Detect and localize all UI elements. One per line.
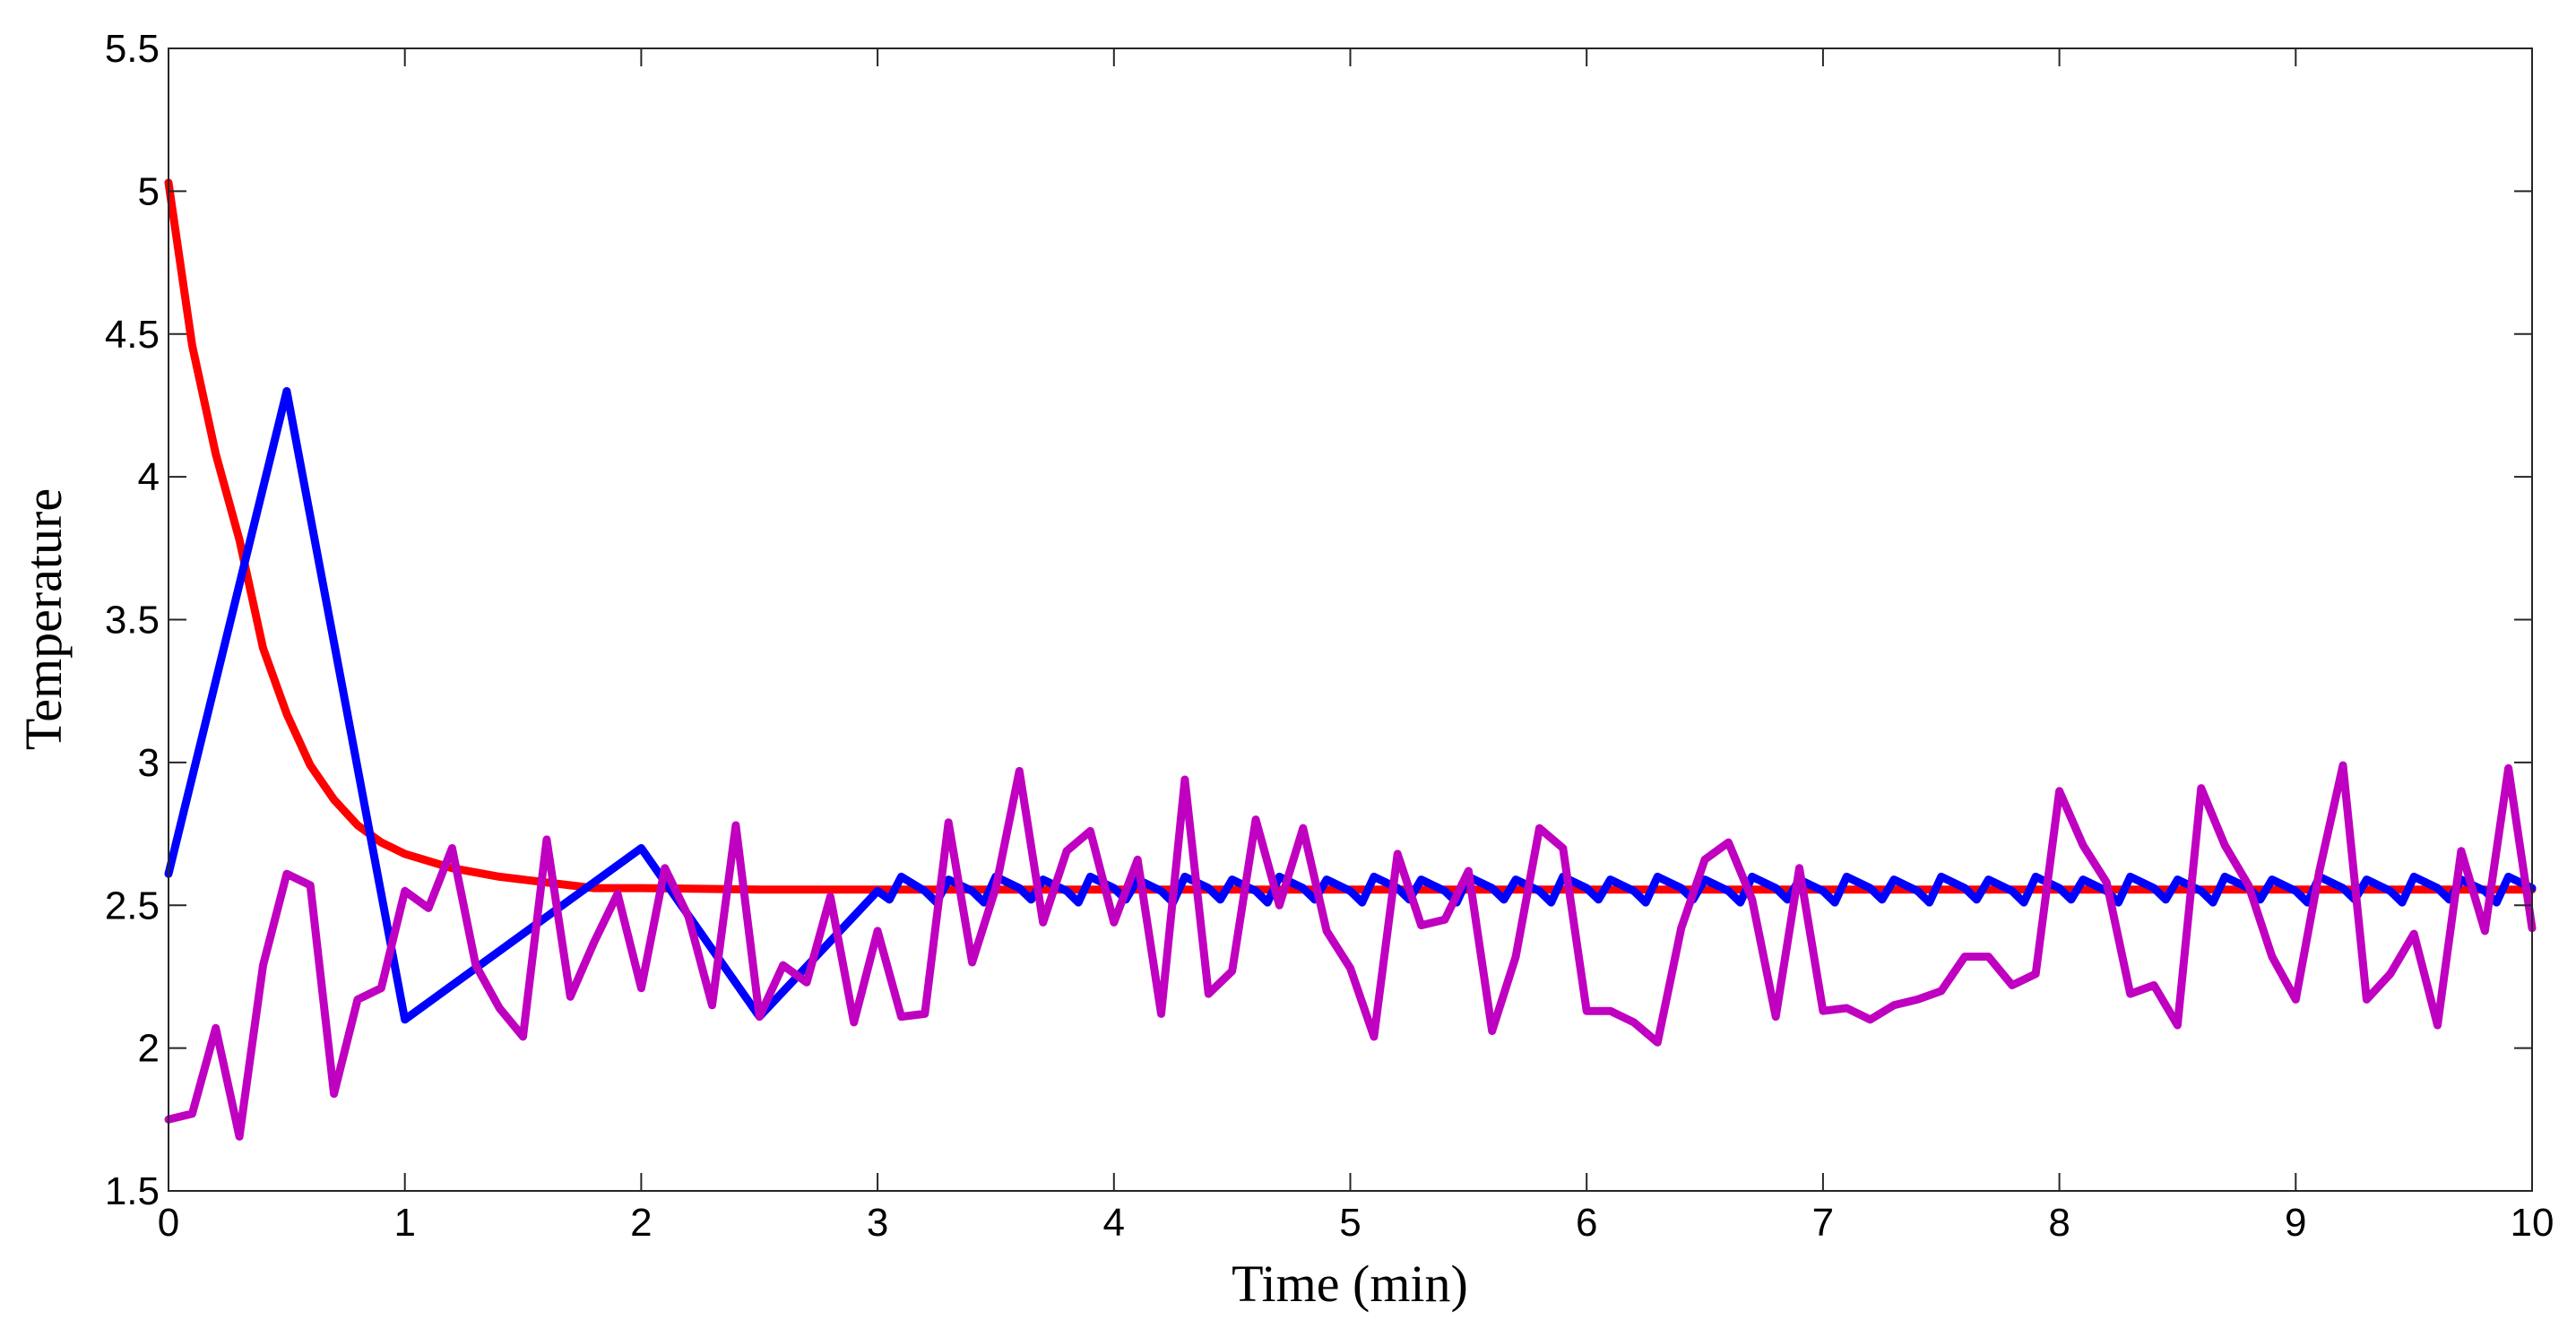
series-layer [164, 178, 2537, 1141]
y-tick-label-0: 1.5 [105, 1169, 160, 1213]
x-axis-title: Time (min) [1232, 1255, 1468, 1313]
y-tick-label-7: 5 [138, 169, 160, 213]
x-tick-label-2: 2 [630, 1201, 652, 1245]
y-tick-label-5: 4 [138, 455, 160, 499]
y-axis-title: Temperature [14, 488, 73, 750]
x-tick-label-10: 10 [2511, 1201, 2554, 1245]
x-tick-label-1: 1 [393, 1201, 415, 1245]
y-tick-label-8: 5.5 [105, 27, 160, 71]
x-tick-label-0: 0 [158, 1201, 179, 1245]
blue-series-line [164, 387, 2537, 1024]
y-tick-label-4: 3.5 [105, 599, 160, 642]
y-tick-label-1: 2 [138, 1027, 160, 1071]
y-tick-label-6: 4.5 [105, 313, 160, 357]
magenta-series-line [164, 761, 2537, 1141]
y-tick-label-3: 3 [138, 741, 160, 785]
plot-background [169, 48, 2532, 1191]
x-tick-label-5: 5 [1339, 1201, 1361, 1245]
x-tick-label-6: 6 [1576, 1201, 1597, 1245]
tick-layer: 0 1 2 3 4 5 6 7 8 9 10 1.5 2 2.5 3 3.5 4 4.5 5 5.5 [105, 27, 2554, 1245]
y-tick-label-2: 2.5 [105, 884, 160, 927]
x-tick-label-9: 9 [2285, 1201, 2306, 1245]
x-tick-label-3: 3 [867, 1201, 888, 1245]
x-tick-label-8: 8 [2048, 1201, 2070, 1245]
x-tick-label-7: 7 [1812, 1201, 1834, 1245]
x-tick-label-4: 4 [1103, 1201, 1125, 1245]
